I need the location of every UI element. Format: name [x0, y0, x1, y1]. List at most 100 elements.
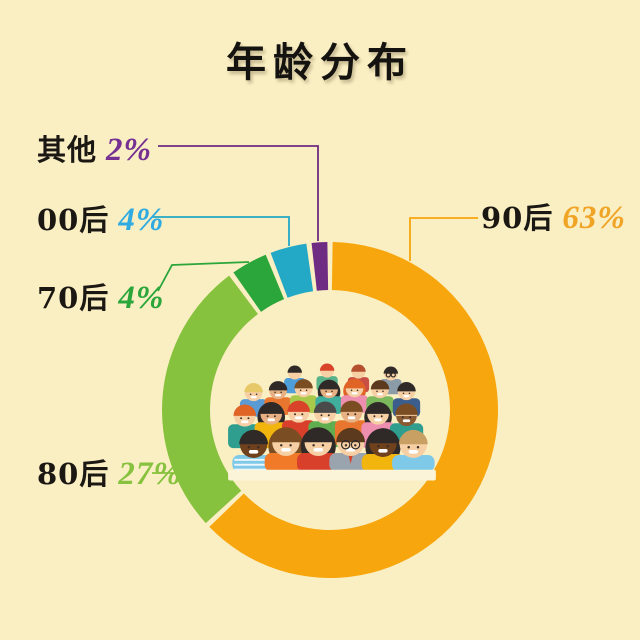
crowd-person-part	[402, 392, 405, 395]
crowd-person-part	[340, 440, 351, 450]
crowd-person-part	[248, 450, 259, 454]
crowd-person-part	[321, 444, 325, 447]
crowd-person-part	[390, 372, 396, 378]
crowd-person-part	[264, 452, 308, 472]
crowd-person-part	[408, 392, 411, 395]
crowd-person-part	[366, 402, 390, 414]
callout-label-90hou: 90后 63%	[481, 195, 626, 237]
crowd-person-part	[234, 468, 273, 471]
crowd-person-part	[370, 380, 390, 390]
crowd-person-part	[325, 390, 327, 393]
crowd-person-part	[266, 415, 269, 418]
crowd-person-part	[351, 392, 358, 395]
crowd-person-part	[385, 372, 391, 378]
crowd-person-part	[287, 400, 310, 412]
slice-percent: 2%	[106, 132, 153, 168]
crowd-person-part	[271, 427, 301, 443]
crowd-person-part	[303, 427, 333, 443]
leader-lines	[152, 145, 478, 474]
crowd-person-part	[234, 463, 273, 466]
callout-label-80hou: 80后 27%	[37, 451, 182, 493]
crowd-person-part	[267, 418, 275, 422]
donut-slice-0	[209, 242, 498, 578]
leader-line-3	[152, 216, 290, 246]
callout-label-70hou: 70后 4%	[37, 275, 164, 317]
crowd-person-part	[408, 450, 419, 454]
crowd-person-part	[382, 390, 384, 393]
crowd-person-part	[274, 391, 276, 394]
crowd-person-part	[287, 365, 302, 373]
crowd-person-part	[299, 389, 302, 392]
crowd-person-part	[321, 417, 329, 421]
slice-name: 90后	[481, 201, 554, 235]
crowd-person-part	[300, 392, 307, 395]
crowd-person-part	[280, 444, 283, 447]
crowd-person-part	[356, 389, 359, 392]
crowd-person-part	[239, 429, 269, 445]
crowd-person-part	[340, 400, 363, 412]
crowd-person-part	[409, 416, 412, 419]
crowd-person-part	[403, 395, 410, 398]
crowd-person-part	[294, 379, 313, 389]
crowd-person-part	[380, 415, 383, 418]
crowd-person-part	[407, 446, 410, 449]
crowd-person-part	[402, 419, 411, 423]
donut-slice-4	[311, 242, 329, 291]
leader-line-2	[157, 261, 250, 292]
crowd-person-part	[281, 448, 291, 452]
crowd-person-part	[294, 413, 296, 416]
crowd-person-part	[397, 382, 416, 392]
crowd-person-part	[228, 469, 436, 481]
crowd-person-part	[320, 414, 323, 417]
crowd-person-part	[313, 448, 323, 452]
slice-percent: 4%	[118, 280, 165, 316]
slice-percent: 63%	[562, 200, 626, 236]
crowd-person-part	[377, 393, 384, 396]
crowd-person-part	[344, 444, 348, 447]
crowd-person-part	[249, 393, 252, 396]
crowd-person-part	[346, 413, 349, 416]
crowd-person-part	[275, 394, 282, 397]
donut-slices	[161, 242, 498, 578]
crowd-person-part	[327, 414, 330, 417]
crowd-person-part	[301, 413, 304, 416]
crowd-person-part	[295, 416, 303, 420]
crowd-person-part	[233, 404, 257, 416]
slice-name: 其他	[37, 133, 98, 167]
slice-name: 80后	[37, 457, 110, 491]
crowd-person-part	[259, 402, 283, 414]
crowd-person-part	[416, 446, 420, 449]
crowd-person-part	[273, 415, 276, 418]
crowd-person-part	[247, 417, 250, 420]
crowd-person-part	[350, 389, 353, 392]
crowd-person-part	[257, 446, 260, 449]
crowd-person-part	[319, 363, 335, 371]
callout-label-qita: 其他 2%	[37, 127, 152, 169]
callout-label-00hou: 00后 4%	[37, 197, 164, 239]
crowd-person-part	[347, 416, 356, 420]
crowd-person-part	[241, 420, 249, 424]
slice-percent: 27%	[118, 456, 182, 492]
crowd-person-part	[373, 415, 376, 418]
crowd-person-part	[383, 366, 399, 374]
crowd-person-part	[350, 440, 361, 450]
leader-line-0	[409, 217, 478, 261]
crowd-person-part	[313, 401, 337, 413]
crowd-person-part	[392, 454, 435, 472]
crowd-person-part	[354, 444, 357, 447]
crowd-person-part	[354, 413, 357, 416]
crowd-person-part	[268, 381, 288, 391]
slice-name: 00后	[37, 203, 110, 237]
crowd-person-part	[376, 390, 378, 393]
crowd-person-part	[336, 427, 366, 443]
crowd-illustration	[228, 363, 436, 481]
crowd-person-part	[240, 417, 243, 420]
crowd-person-part	[401, 416, 404, 419]
crowd-person-part	[331, 390, 333, 393]
slice-percent: 4%	[118, 202, 165, 238]
crowd-person-part	[247, 446, 251, 449]
crowd-person-part	[345, 379, 364, 389]
crowd-person-part	[398, 429, 428, 445]
crowd-person-part	[345, 448, 356, 452]
